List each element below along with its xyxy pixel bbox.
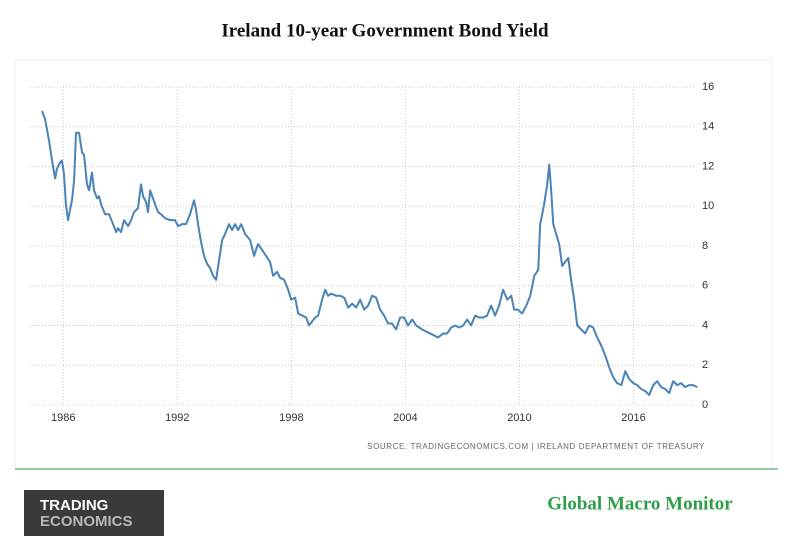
x-tick-label: 1998 [279, 412, 303, 424]
logo-box [24, 490, 164, 536]
x-tick-label: 1986 [51, 412, 75, 424]
chart-title: Ireland 10-year Government Bond Yield [221, 20, 549, 41]
series-line [41, 110, 698, 397]
source-note: SOURCE: TRADINGECONOMICS.COM | IRELAND D… [367, 442, 705, 451]
y-tick-label: 16 [702, 81, 714, 93]
y-tick-label: 4 [702, 319, 708, 331]
logo-text: ECONOMICS [40, 513, 133, 530]
y-tick-label: 6 [702, 280, 708, 292]
spacer [15, 60, 772, 469]
brand: Global Macro Monitor [547, 493, 733, 514]
y-tick-label: 2 [702, 359, 708, 371]
y-tick-label: 8 [702, 240, 708, 252]
y-tick-label: 14 [702, 121, 714, 133]
y-tick-label: 0 [702, 399, 708, 411]
y-tick-label: 12 [702, 160, 714, 172]
x-tick-label: 2016 [621, 412, 645, 424]
logo-text: TRADING [40, 497, 108, 514]
x-tick-label: 2004 [393, 412, 417, 424]
y-tick-label: 10 [702, 200, 714, 212]
x-tick-label: 1992 [165, 412, 189, 424]
x-tick-label: 2010 [507, 412, 531, 424]
